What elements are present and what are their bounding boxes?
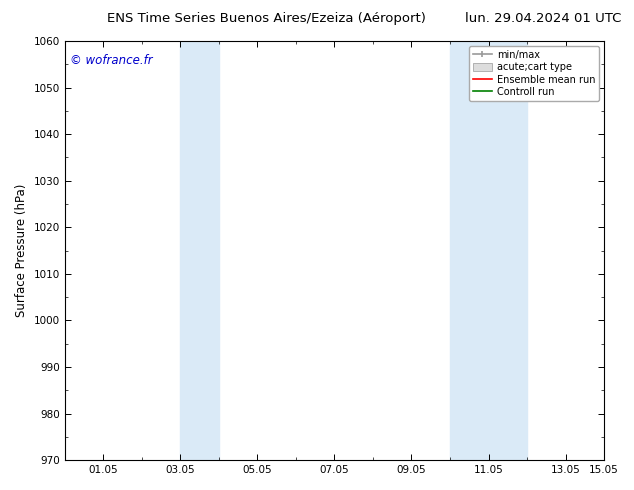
Bar	[180, 41, 219, 460]
Text: ENS Time Series Buenos Aires/Ezeiza (Aéroport): ENS Time Series Buenos Aires/Ezeiza (Aér…	[107, 12, 425, 25]
Text: © wofrance.fr: © wofrance.fr	[70, 53, 153, 67]
Legend: min/max, acute;cart type, Ensemble mean run, Controll run: min/max, acute;cart type, Ensemble mean …	[469, 46, 599, 101]
Bar	[450, 41, 527, 460]
Y-axis label: Surface Pressure (hPa): Surface Pressure (hPa)	[15, 184, 28, 318]
Text: lun. 29.04.2024 01 UTC: lun. 29.04.2024 01 UTC	[465, 12, 621, 25]
